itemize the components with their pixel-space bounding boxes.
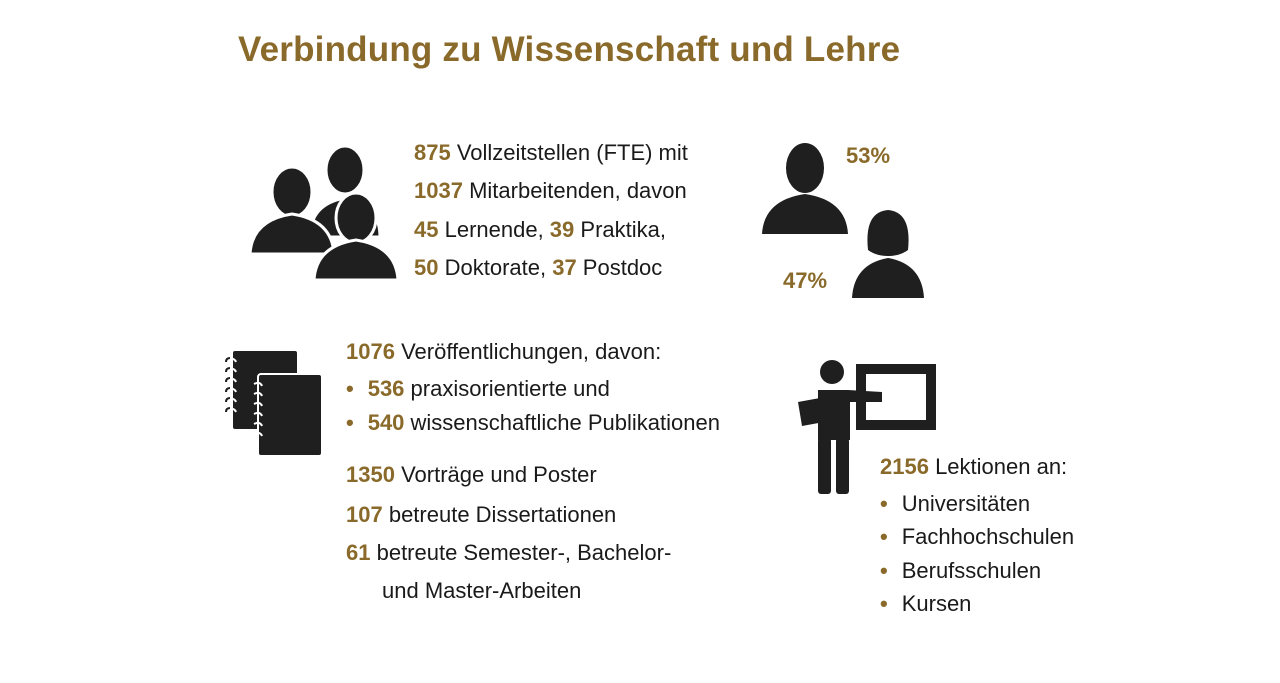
male-percentage: 53%: [846, 143, 891, 168]
staff-line-1: 875 Vollzeitstellen (FTE) mit: [414, 140, 688, 165]
group-people-icon: [248, 144, 400, 282]
female-percentage: 47%: [783, 268, 828, 293]
bullet: •: [880, 558, 888, 583]
bullet: •: [880, 524, 888, 549]
theses-line: 61 betreute Semester-, Bachelor-: [346, 540, 672, 565]
publications-item-1: • 536 praxisorientierte und: [346, 376, 610, 401]
male-person-icon: [762, 143, 848, 234]
bullet: •: [346, 410, 354, 435]
publications-item-2: • 540 wissenschaftliche Publikationen: [346, 410, 720, 435]
teaching-item-2: • Fachhochschulen: [880, 524, 1075, 549]
teaching-item-4: • Kursen: [880, 591, 972, 616]
dissertations-line: 107 betreute Dissertationen: [346, 502, 617, 527]
teaching-headline: 2156 Lektionen an:: [880, 454, 1068, 479]
female-person-icon: [852, 210, 924, 298]
bullet: •: [880, 491, 888, 516]
talks-line: 1350 Vorträge und Poster: [346, 462, 597, 487]
notebooks-icon: [225, 349, 323, 457]
teaching-item-1: • Universitäten: [880, 491, 1031, 516]
staff-line-4: 50 Doktorate, 37 Postdoc: [414, 255, 663, 280]
teaching-item-3: • Berufsschulen: [880, 558, 1042, 583]
page-title: Verbindung zu Wissenschaft und Lehre: [238, 30, 901, 69]
bullet: •: [880, 591, 888, 616]
staff-line-3: 45 Lernende, 39 Praktika,: [414, 217, 666, 242]
bullet: •: [346, 376, 354, 401]
teacher-board-icon: [798, 360, 936, 494]
staff-line-2: 1037 Mitarbeitenden, davon: [414, 178, 687, 203]
theses-line-continuation: und Master-Arbeiten: [382, 578, 582, 603]
publications-headline: 1076 Veröffentlichungen, davon:: [346, 339, 662, 364]
